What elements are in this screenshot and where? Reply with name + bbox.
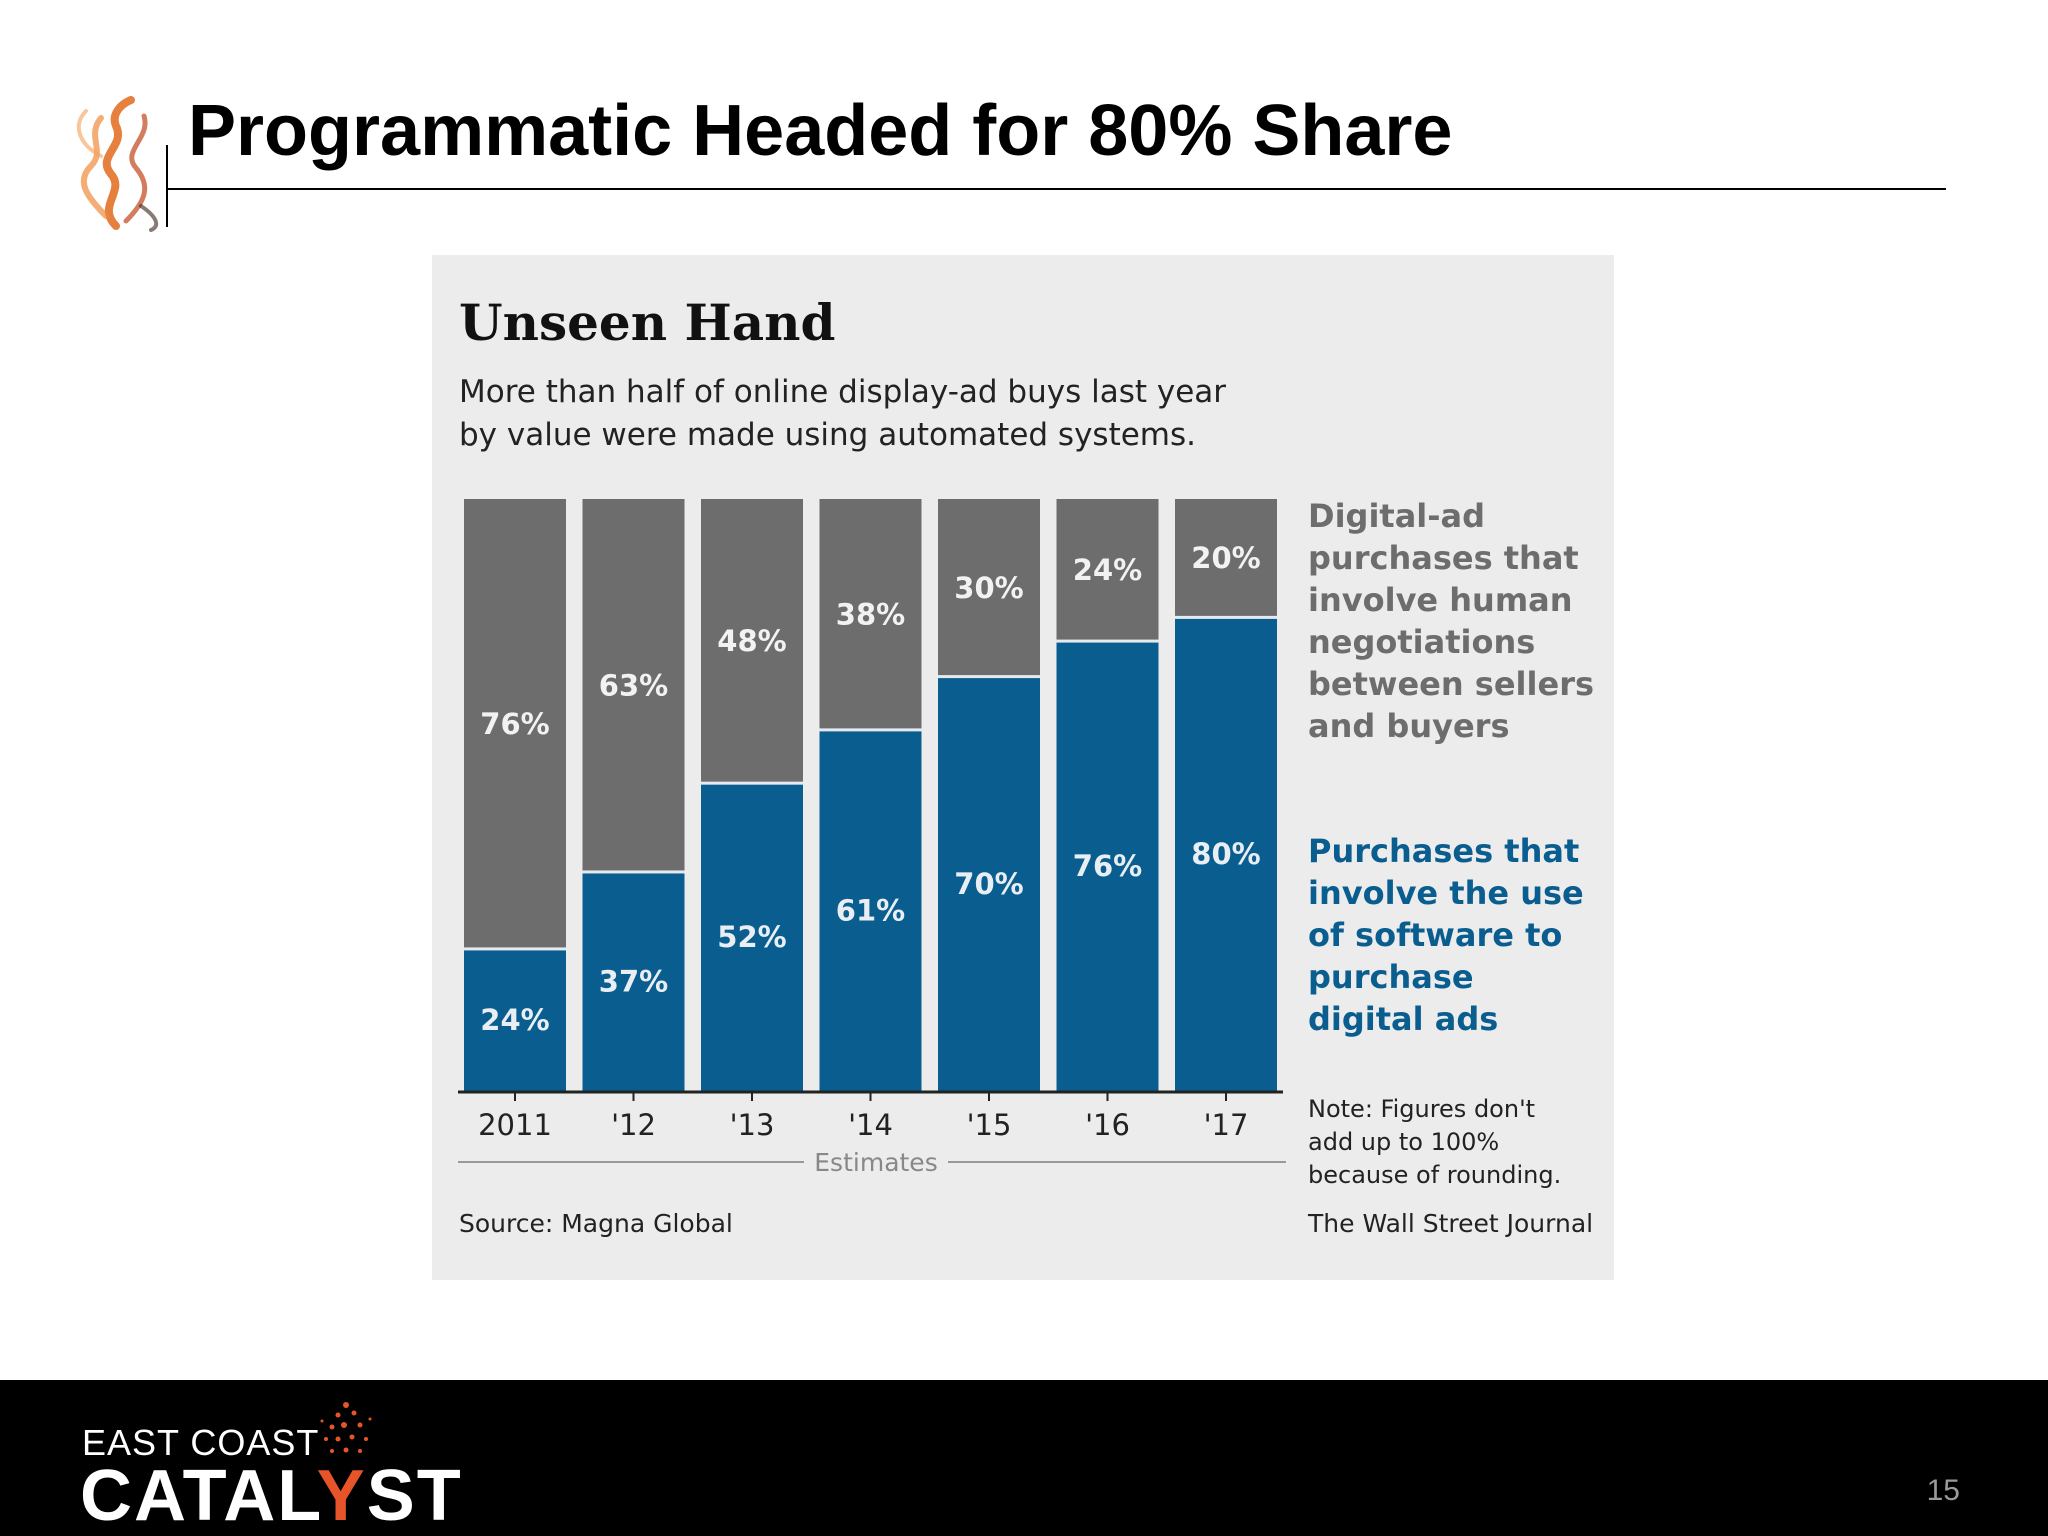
- legend: Digital-ad purchases that involve human neg…: [1308, 497, 1594, 1038]
- data-label-software: 76%: [1073, 849, 1142, 883]
- chart-title: Unseen Hand: [459, 293, 835, 352]
- bar-human-segment: [582, 499, 685, 872]
- chart-source: Source: Magna Global: [459, 1209, 733, 1238]
- chart-panel: Unseen Hand More than half of online dis…: [432, 255, 1614, 1280]
- title-rule-vertical: [166, 145, 168, 227]
- data-label-software: 52%: [717, 920, 786, 954]
- brand-line-1: EAST COAST: [82, 1422, 320, 1463]
- bar-segment-divider: [938, 675, 1040, 679]
- data-label-human: 76%: [480, 707, 549, 741]
- legend-software-line: of software to: [1308, 916, 1562, 954]
- bar-human-segment: [1175, 499, 1277, 618]
- brand-accent-letter: Y: [316, 1456, 367, 1536]
- bar-human-segment: [819, 499, 922, 730]
- stacked-bar-chart: Unseen Hand More than half of online dis…: [458, 293, 1594, 1238]
- data-label-human: 20%: [1191, 541, 1260, 575]
- bar-software-segment: [701, 783, 803, 1091]
- data-label-software: 24%: [480, 1003, 549, 1037]
- note-line: because of rounding.: [1308, 1161, 1561, 1189]
- bar-human-segment: [1056, 499, 1159, 642]
- x-tick-label: '17: [1204, 1108, 1249, 1142]
- page-number: 15: [1926, 1474, 1960, 1507]
- estimates-bracket: Estimates: [458, 1148, 1286, 1177]
- bar-software-segment: [464, 948, 566, 1091]
- data-label-human: 30%: [954, 571, 1023, 605]
- legend-human-line: involve human: [1308, 581, 1573, 619]
- data-label-human: 38%: [836, 597, 905, 631]
- x-tick-label: '12: [611, 1108, 656, 1142]
- bar-software-segment: [819, 729, 922, 1091]
- data-label-software: 37%: [599, 964, 668, 998]
- bar-segment-divider: [701, 781, 803, 785]
- x-tick-label: '15: [967, 1108, 1012, 1142]
- chart-subtitle-line: More than half of online display-ad buys…: [459, 374, 1226, 410]
- x-axis: 2011 '12 '13 '14 '15 '16 '17: [458, 1090, 1283, 1142]
- bar-software-segment: [582, 871, 685, 1091]
- x-tick-label: 2011: [478, 1108, 552, 1142]
- data-label-human: 48%: [717, 624, 786, 658]
- bar-segment-divider: [464, 947, 566, 951]
- slide-title: Programmatic Headed for 80% Share: [188, 91, 1453, 171]
- note-line: add up to 100%: [1308, 1128, 1499, 1156]
- footer-bar: [0, 1380, 2048, 1536]
- chart-credit: The Wall Street Journal: [1307, 1209, 1593, 1238]
- data-label-human: 63%: [599, 668, 668, 702]
- bar-human-segment: [938, 499, 1040, 677]
- legend-human-line: purchases that: [1308, 539, 1579, 577]
- chart-subtitle-line: by value were made using automated syste…: [459, 417, 1196, 453]
- note-line: Note: Figures don't: [1308, 1095, 1535, 1123]
- bar-human-segment: [701, 499, 803, 784]
- brand-part-2: ST: [366, 1456, 463, 1536]
- bar-software-segment: [938, 676, 1040, 1091]
- legend-human-line: between sellers: [1308, 665, 1594, 703]
- legend-software-line: purchase: [1308, 958, 1474, 996]
- bar-human-segment: [464, 499, 566, 949]
- brand-line-2: CATALYST: [80, 1460, 463, 1532]
- title-rule: [168, 188, 1946, 190]
- bars-group: 24% 76% 37% 63% 52% 48% 61% 38% 70% 30% 76% 24% 80% 2…: [464, 499, 1277, 1091]
- bar-segment-divider: [819, 728, 922, 732]
- legend-human-line: negotiations: [1308, 623, 1535, 661]
- legend-human-line: and buyers: [1308, 707, 1510, 745]
- x-tick-label: '14: [848, 1108, 893, 1142]
- data-label-software: 70%: [954, 867, 1023, 901]
- bar-software-segment: [1056, 641, 1159, 1091]
- legend-software-line: involve the use: [1308, 874, 1584, 912]
- bar-segment-divider: [582, 870, 685, 874]
- x-tick-label: '13: [730, 1108, 775, 1142]
- estimates-label: Estimates: [814, 1148, 937, 1177]
- legend-software-line: Purchases that: [1308, 832, 1579, 870]
- spark-icon: [320, 1402, 372, 1453]
- data-label-software: 80%: [1191, 837, 1260, 871]
- data-label-software: 61%: [836, 893, 905, 927]
- bar-segment-divider: [1175, 615, 1277, 619]
- chart-note: Note: Figures don't add up to 100% because…: [1308, 1095, 1561, 1189]
- legend-human-line: Digital-ad: [1308, 497, 1485, 535]
- data-label-human: 24%: [1073, 553, 1142, 587]
- legend-software-line: digital ads: [1308, 1000, 1498, 1038]
- smoke-logo-icon: [76, 96, 159, 232]
- brand-part-1: CATAL: [80, 1456, 317, 1536]
- bar-segment-divider: [1056, 639, 1159, 643]
- x-tick-label: '16: [1085, 1108, 1130, 1142]
- bar-software-segment: [1175, 617, 1277, 1091]
